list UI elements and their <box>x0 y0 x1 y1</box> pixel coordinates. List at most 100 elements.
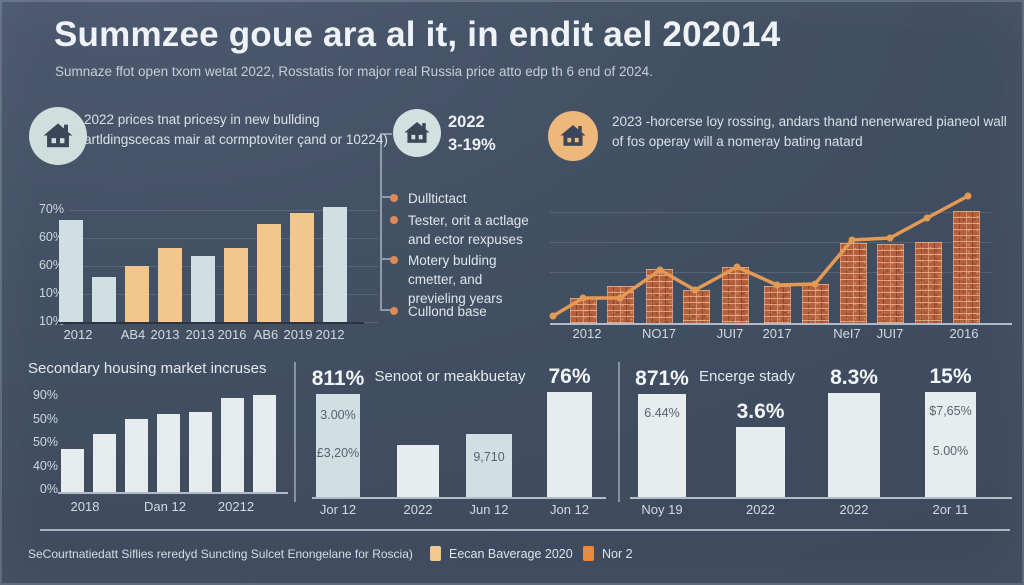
x-axis-tick-label: Jun 12 <box>469 502 509 517</box>
connector-line <box>380 133 382 311</box>
page-subtitle: Sumnaze ffot open txom wetat 2022, Rosst… <box>55 64 653 79</box>
connector-tick <box>382 196 392 198</box>
x-axis-tick-label: 2012 <box>315 327 345 342</box>
bar-inner-label: 5.00% <box>932 444 969 458</box>
bullet-text: Tester, orit a actlage and ector rexpuse… <box>408 213 529 247</box>
y-axis-tick-label: 10% <box>38 314 64 328</box>
footer-divider <box>40 529 1010 531</box>
bullet-dot-icon <box>390 216 398 224</box>
x-axis-tick-label: 2016 <box>217 327 247 342</box>
x-axis-tick-label: Dan 12 <box>144 499 186 514</box>
x-axis-tick-label: NO17 <box>642 326 676 341</box>
bar <box>257 224 281 322</box>
connector-tick <box>382 258 392 260</box>
market-summary-panel: Senoot or meakbuetay 811% 3.00% £3,20% Jor 1… <box>300 358 618 517</box>
y-axis-tick-label: 40% <box>32 458 58 473</box>
legend-swatch-icon <box>430 546 441 561</box>
y-axis-tick-label: 50% <box>32 411 58 426</box>
bullet-text: Cullond base <box>408 304 487 319</box>
x-axis-tick-label: 2013 <box>185 327 215 342</box>
mid-stat-value: 3-19% <box>448 136 496 154</box>
bar <box>915 242 942 323</box>
bullet-dot-icon <box>390 256 398 264</box>
bar <box>953 211 980 323</box>
bar <box>59 220 83 322</box>
connector-tick <box>382 309 392 311</box>
x-axis-tick-label: 2013 <box>150 327 180 342</box>
bar-value-label: 3.6% <box>736 400 785 423</box>
bar <box>877 244 904 323</box>
house-icon <box>404 122 430 143</box>
bar <box>828 393 880 497</box>
bar-inner-label: 9,710 <box>473 450 505 464</box>
bar-value-label: 8.3% <box>830 366 878 389</box>
bar-value-label: 15% <box>929 365 972 388</box>
bar <box>224 248 248 322</box>
mid-stat: 2022 3-19% <box>448 111 496 157</box>
x-axis-tick-label: 2022 <box>746 502 775 517</box>
bullet-text: Motery bulding cmetter, and previeling y… <box>408 253 503 306</box>
bar <box>191 256 215 322</box>
bar <box>764 286 791 323</box>
panel-divider <box>618 362 620 502</box>
bar <box>61 449 84 492</box>
axis-baseline <box>58 492 288 494</box>
bar <box>736 427 785 497</box>
x-axis-tick-label: 20212 <box>217 499 255 514</box>
bar <box>840 243 867 323</box>
x-axis-tick-label: JUI7 <box>876 326 904 341</box>
info-left-text: 2022 prices tnat pricesy in new bullding… <box>84 112 388 147</box>
secondary-housing-chart: Secondary housing market incruses 90% 50% 5… <box>28 358 294 515</box>
bullet-item: Dulltictact <box>390 189 568 208</box>
x-axis-tick-label: 2017 <box>762 326 792 341</box>
bullet-item: Cullond base <box>390 302 568 321</box>
y-axis-tick-label: 60% <box>38 230 64 244</box>
gridline <box>550 272 992 273</box>
panel-divider <box>294 362 296 502</box>
bullet-text: Dulltictact <box>408 191 467 206</box>
x-axis-tick-label: 2022 <box>403 502 433 517</box>
legend-item: Eecan Baverage 2020 <box>430 546 573 561</box>
legend-label: Nor 2 <box>602 546 633 561</box>
bar <box>722 267 749 323</box>
y-axis-tick-label: 60% <box>38 258 64 272</box>
bar <box>683 290 710 323</box>
source-note: SeCourtnatiedatt Siflies reredyd Sunctin… <box>28 547 413 561</box>
bar-inner-label: 6.44% <box>644 406 680 420</box>
house-badge-left <box>29 107 87 165</box>
connector-tick <box>382 133 392 135</box>
bar <box>157 414 180 492</box>
bar-value-label: 811% <box>311 367 365 390</box>
bar <box>925 392 976 497</box>
axis-baseline <box>630 497 1012 499</box>
bar <box>316 394 360 497</box>
x-axis-tick-label: 2019 <box>283 327 313 342</box>
x-axis-tick-label: 2or 11 <box>932 502 969 517</box>
x-axis-tick-label: Jon 12 <box>549 502 590 517</box>
mid-stat-year: 2022 <box>448 113 485 131</box>
bar <box>253 395 276 492</box>
bullet-dot-icon <box>390 194 398 202</box>
house-icon <box>43 123 73 148</box>
bar <box>290 213 314 322</box>
bar <box>607 286 634 323</box>
x-axis-tick-label: 2018 <box>70 499 100 514</box>
chart-title: Senoot or meakbuetay <box>374 368 526 385</box>
axis-baseline <box>58 322 364 324</box>
legend-label: Eecan Baverage 2020 <box>449 546 573 561</box>
bar <box>92 277 116 322</box>
bar <box>547 392 592 497</box>
bullet-item: Motery bulding cmetter, and previeling y… <box>390 251 568 308</box>
price-trend-brick-chart: 2012 NO17 JUI7 2017 NeI7 JUI7 2016 <box>549 185 1016 341</box>
bar <box>189 412 212 492</box>
house-icon <box>560 125 586 146</box>
x-axis-tick-label: 2016 <box>949 326 979 341</box>
axis-baseline <box>550 323 1012 325</box>
bullet-item: Tester, orit a actlage and ector rexpuse… <box>390 211 568 249</box>
bar <box>397 445 439 497</box>
y-axis-tick-label: 90% <box>32 388 58 402</box>
x-axis-tick-label: AB4 <box>120 327 146 342</box>
legend-swatch-icon <box>583 546 594 561</box>
y-axis-tick-label: 10% <box>38 286 64 300</box>
